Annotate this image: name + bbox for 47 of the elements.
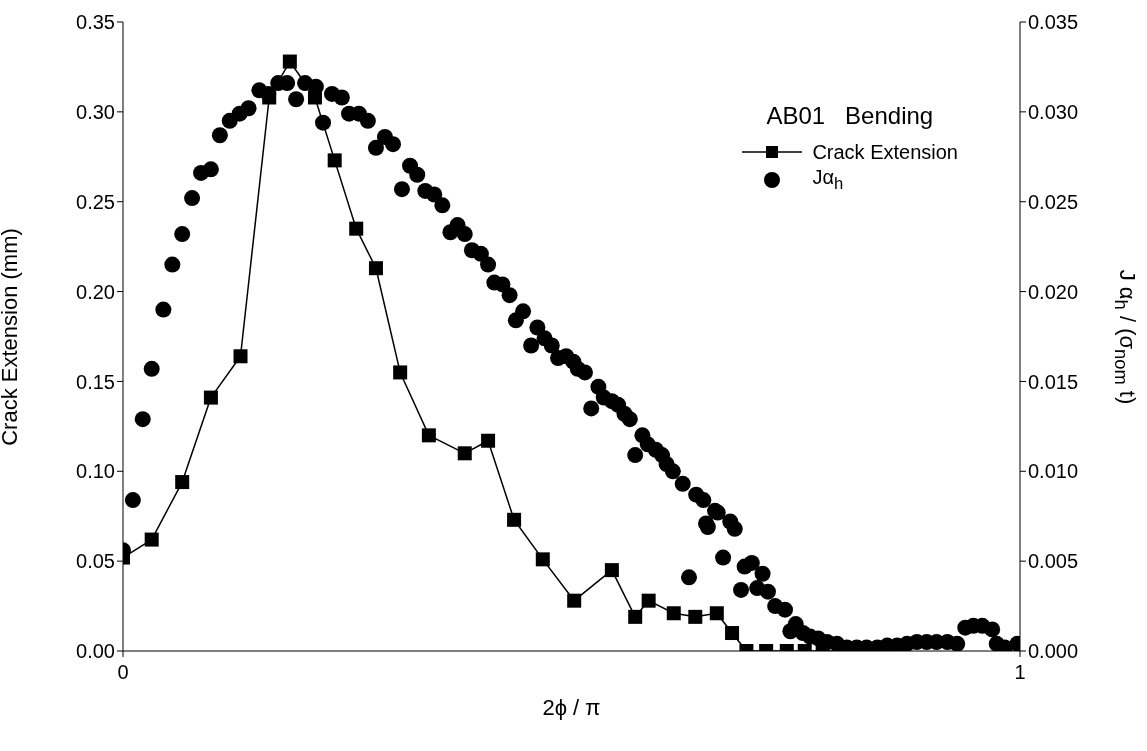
point (709, 606, 724, 621)
point (349, 221, 364, 236)
y-tick-label: 0.35 (76, 11, 115, 34)
y2-tick-label: 0.035 (1028, 11, 1079, 34)
point (457, 446, 472, 461)
point (203, 390, 218, 405)
legend-label: Crack Extension (812, 140, 958, 164)
point (604, 563, 619, 578)
y2-tick-label: 0.000 (1028, 640, 1079, 663)
point (641, 593, 656, 608)
point (393, 365, 408, 380)
point (327, 153, 342, 168)
point (481, 433, 496, 448)
point (144, 532, 159, 547)
point (368, 261, 383, 276)
y2-tick-label: 0.015 (1028, 370, 1079, 393)
y2-tick-label: 0.025 (1028, 190, 1079, 213)
point (688, 609, 703, 624)
point (628, 609, 643, 624)
legend-title: AB01 Bending (766, 102, 935, 130)
y-tick-label: 0.25 (76, 190, 115, 213)
y-tick-label: 0.10 (76, 460, 115, 483)
point (233, 349, 248, 364)
y-tick-label: 0.15 (76, 370, 115, 393)
y-tick-label: 0.00 (76, 640, 115, 663)
point (175, 475, 190, 490)
y-tick-label: 0.05 (76, 550, 115, 573)
x-tick-label: 0 (117, 661, 129, 684)
y2-tick-label: 0.005 (1028, 550, 1079, 573)
point (421, 428, 436, 443)
legend-label: Jα$_{h}$ (812, 166, 844, 194)
y2-tick-label: 0.030 (1028, 100, 1079, 123)
point (282, 54, 297, 69)
point (507, 512, 522, 527)
point (725, 626, 740, 641)
y-axis-title: Crack Extension (mm) (0, 227, 23, 446)
point (666, 606, 681, 621)
point (262, 90, 277, 105)
point (535, 552, 550, 567)
x-tick-label: 1 (1014, 661, 1026, 684)
y-tick-label: 0.20 (76, 280, 115, 303)
point (567, 593, 582, 608)
y-tick-label: 0.30 (76, 100, 115, 123)
x-axis-title: 2ϕ / π (541, 695, 602, 721)
point (307, 90, 322, 105)
y2-tick-label: 0.020 (1028, 280, 1079, 303)
y2-tick-label: 0.010 (1028, 460, 1079, 483)
